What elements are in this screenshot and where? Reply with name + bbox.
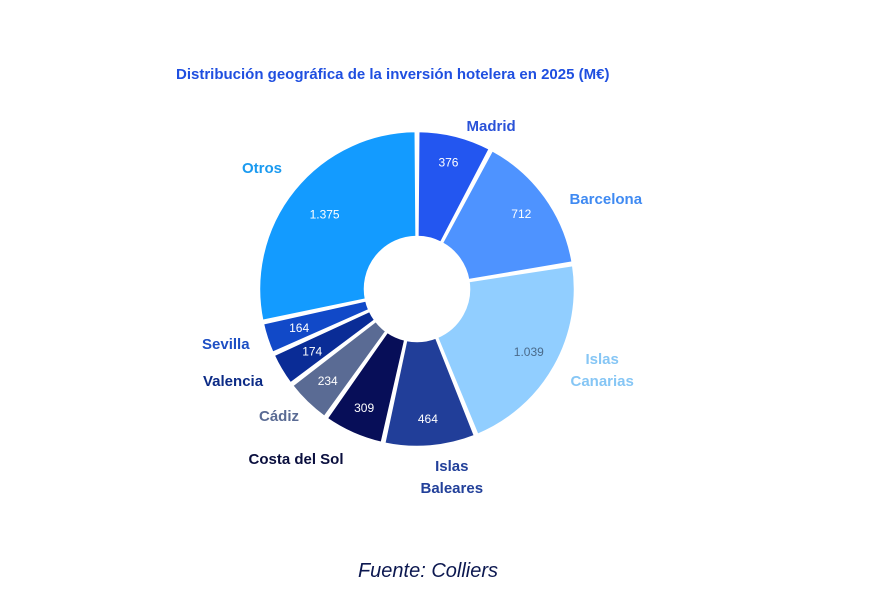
slice-category-label: Cádiz bbox=[259, 408, 300, 425]
donut-slice-otros bbox=[257, 129, 418, 323]
slice-category-label: Barcelona bbox=[569, 191, 643, 208]
donut-slice-cádiz bbox=[290, 319, 389, 419]
slice-value-label: 174 bbox=[302, 344, 322, 358]
donut-slice-islas-canarias bbox=[435, 263, 577, 437]
slice-value-label: 464 bbox=[418, 412, 438, 426]
slice-category-label: Islas Canarias bbox=[570, 351, 634, 390]
slice-value-label: 712 bbox=[511, 207, 531, 221]
slice-category-label: Costa del Sol bbox=[248, 451, 344, 468]
slice-value-label: 1.375 bbox=[310, 207, 340, 221]
source-note: Fuente: Colliers bbox=[357, 560, 499, 582]
slice-category-label: Islas Baleares bbox=[420, 458, 484, 497]
donut-slice-islas-baleares bbox=[382, 335, 477, 449]
slice-category-label: Sevilla bbox=[202, 336, 250, 353]
slice-category-label: Valencia bbox=[203, 373, 264, 390]
donut-slice-costa-del-sol bbox=[324, 329, 407, 445]
slice-value-label: 1.039 bbox=[514, 345, 544, 359]
slice-value-label: 234 bbox=[318, 374, 338, 388]
slice-category-label: Madrid bbox=[466, 118, 516, 135]
slice-value-label: 164 bbox=[289, 321, 309, 335]
slice-value-label: 376 bbox=[438, 155, 458, 169]
donut-slice-barcelona bbox=[440, 148, 575, 282]
donut-slice-madrid bbox=[416, 129, 492, 245]
slice-category-label: Otros bbox=[242, 160, 283, 177]
chart-title: Distribución geográfica de la inversión … bbox=[176, 66, 610, 83]
slice-value-label: 309 bbox=[354, 401, 374, 415]
